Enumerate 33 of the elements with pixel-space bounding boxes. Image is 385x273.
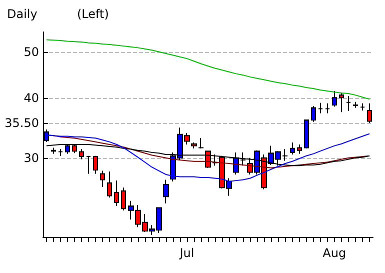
y-tick-label: 30 <box>24 150 39 165</box>
candlestick <box>297 144 302 154</box>
line-series <box>46 39 370 100</box>
x-tick-label: Jul <box>178 246 194 260</box>
candlestick <box>121 187 126 211</box>
candlestick <box>367 102 372 124</box>
candlestick <box>311 106 316 122</box>
candlestick <box>290 142 295 155</box>
candlestick <box>346 96 351 112</box>
candlestick <box>198 138 204 149</box>
candlestick <box>332 90 337 108</box>
candlestick <box>304 120 309 149</box>
candlestick <box>100 170 105 188</box>
candlestick <box>163 179 169 204</box>
y-tick-label: 35.50 <box>4 116 39 130</box>
y-tick-label: 50 <box>24 44 39 59</box>
candlestick <box>353 101 358 108</box>
candlestick <box>325 102 330 114</box>
candlestick <box>318 102 323 114</box>
chart-title: Daily <box>7 7 38 21</box>
candlestick <box>191 142 197 149</box>
y-tick-label: 40 <box>24 91 39 106</box>
candlestick <box>51 147 56 154</box>
candlestick <box>107 170 112 198</box>
candlestick <box>86 155 91 174</box>
x-tick-label: Aug <box>322 246 346 260</box>
candlestick <box>114 180 119 206</box>
candlestick <box>339 92 344 113</box>
chart-subtitle: (Left) <box>77 7 109 21</box>
candlestick <box>93 155 98 174</box>
candlestick <box>58 148 63 156</box>
candlestick <box>79 148 84 160</box>
candlestick <box>360 102 365 111</box>
